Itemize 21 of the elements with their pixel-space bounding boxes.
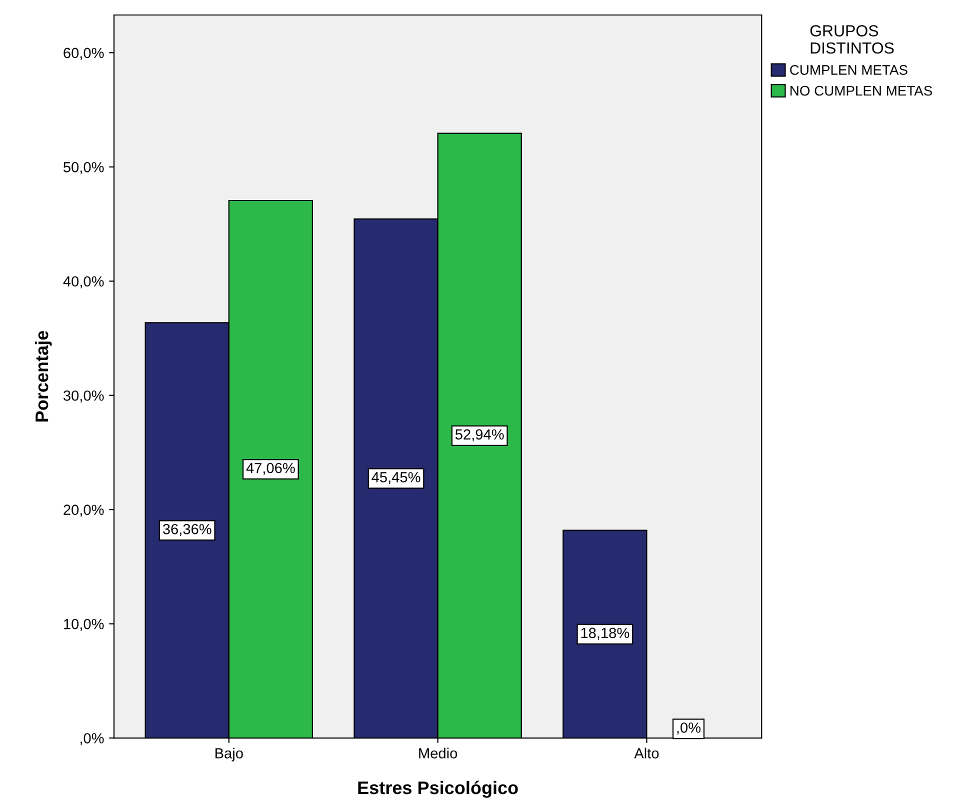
data-label: 36,36%	[162, 524, 212, 536]
y-tick-label: 60,0%	[64, 48, 104, 60]
y-tick-label: 50,0%	[64, 162, 104, 174]
y-tick-label: 30,0%	[63, 390, 104, 403]
y-tick-label: 20,0%	[64, 504, 104, 517]
data-label: 47,06%	[246, 462, 295, 475]
x-tick-label: Alto	[634, 748, 659, 758]
data-label: 52,94%	[455, 429, 504, 442]
y-tick-label: 10,0%	[64, 618, 104, 631]
legend-label: NO CUMPLEN METAS	[790, 86, 932, 96]
y-axis-title: Porcentaje	[34, 330, 52, 422]
data-label: 45,45%	[372, 472, 420, 484]
y-tick-label: 40,0%	[63, 276, 104, 288]
data-label: ,0%	[677, 722, 701, 735]
x-tick-label: Bajo	[216, 748, 243, 762]
data-label: 18,18%	[581, 628, 630, 640]
y-tick-label: ,0%	[80, 733, 104, 746]
legend-label: CUMPLEN METAS	[790, 65, 908, 75]
legend-title: GRUPOS DISTINTOS	[810, 25, 894, 54]
x-axis-title: Estres Psicológico	[358, 780, 518, 798]
x-tick-label: Medio	[419, 748, 458, 758]
